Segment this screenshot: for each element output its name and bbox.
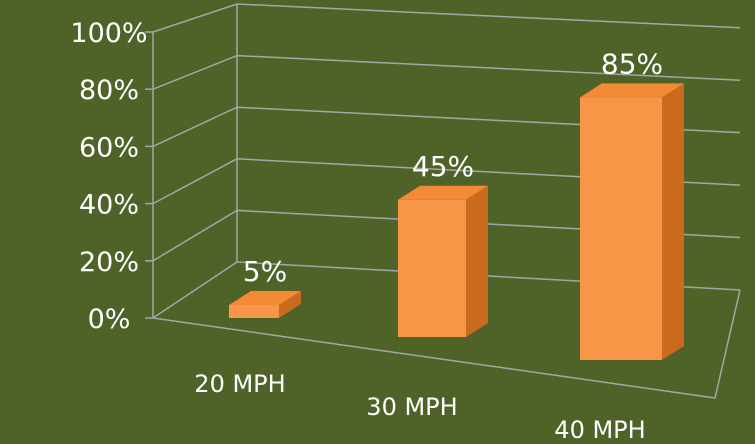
bar-top-face bbox=[398, 185, 488, 200]
y-tick-label: 0% bbox=[88, 304, 131, 335]
bar-side-face bbox=[466, 185, 488, 337]
y-tick-label: 80% bbox=[79, 75, 139, 106]
y-tick-label: 60% bbox=[79, 132, 139, 163]
bar bbox=[229, 305, 279, 318]
y-tick-label: 100% bbox=[70, 18, 147, 49]
x-category-label: 20 MPH bbox=[194, 370, 285, 398]
data-label: 85% bbox=[601, 47, 663, 80]
data-label: 45% bbox=[412, 150, 474, 183]
bar-top-face bbox=[580, 83, 684, 98]
y-tick-label: 20% bbox=[79, 247, 139, 278]
bar bbox=[580, 97, 662, 360]
bar bbox=[398, 199, 466, 337]
y-tick-label: 40% bbox=[79, 190, 139, 221]
bar-side-face bbox=[279, 291, 301, 318]
floor-edge bbox=[152, 289, 741, 399]
bar-top-face bbox=[229, 291, 301, 305]
labels: 0% 20% 40% 60% 80% 100% 5% 20 MPH 45% 30 MPH 85% 40… bbox=[70, 18, 663, 444]
gridlines bbox=[145, 3, 741, 399]
x-category-label: 30 MPH bbox=[366, 393, 457, 421]
data-label: 5% bbox=[243, 255, 287, 288]
bar-side-face bbox=[662, 83, 684, 360]
bars bbox=[229, 83, 684, 360]
x-category-label: 40 MPH bbox=[554, 416, 645, 444]
